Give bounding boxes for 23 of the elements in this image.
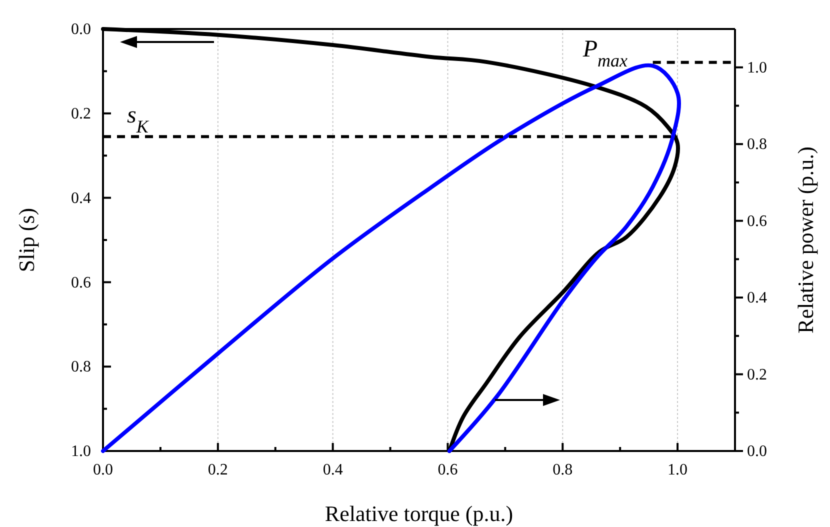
x-tick-label: 0.2 bbox=[208, 461, 228, 478]
y-tick-label: 0.4 bbox=[71, 190, 91, 207]
ref-line-label: P$_{max}$ bbox=[582, 36, 628, 70]
y2-tick-label: 0.8 bbox=[747, 136, 767, 154]
y2-tick-label: 0.4 bbox=[747, 290, 767, 307]
y-tick-label: 0.8 bbox=[71, 358, 91, 376]
y-tick-label: 0.0 bbox=[71, 21, 91, 38]
x-tick-label: 0.0 bbox=[93, 461, 113, 478]
y-tick-label: 0.6 bbox=[71, 274, 91, 292]
y-axis-title: Slip (s) bbox=[14, 208, 39, 272]
y2-axis-title: Relative power (p.u.) bbox=[793, 146, 818, 334]
y2-tick-label: 0.6 bbox=[747, 212, 767, 230]
x-axis-title: Relative torque (p.u.) bbox=[324, 501, 514, 526]
x-tick-label: 1.0 bbox=[668, 461, 688, 478]
x-tick-label: 0.6 bbox=[438, 461, 458, 478]
x-tick-label: 0.4 bbox=[322, 461, 343, 478]
ref-line-label: s$_{K}$ bbox=[127, 102, 150, 137]
y-tick-label: 0.2 bbox=[71, 106, 91, 123]
y2-tick-label: 0.2 bbox=[747, 366, 767, 384]
y-tick-label: 1.0 bbox=[71, 443, 91, 460]
y2-tick-label: 0.0 bbox=[747, 443, 767, 460]
y2-tick-label: 1.0 bbox=[747, 59, 767, 76]
x-tick-label: 0.8 bbox=[552, 461, 573, 478]
